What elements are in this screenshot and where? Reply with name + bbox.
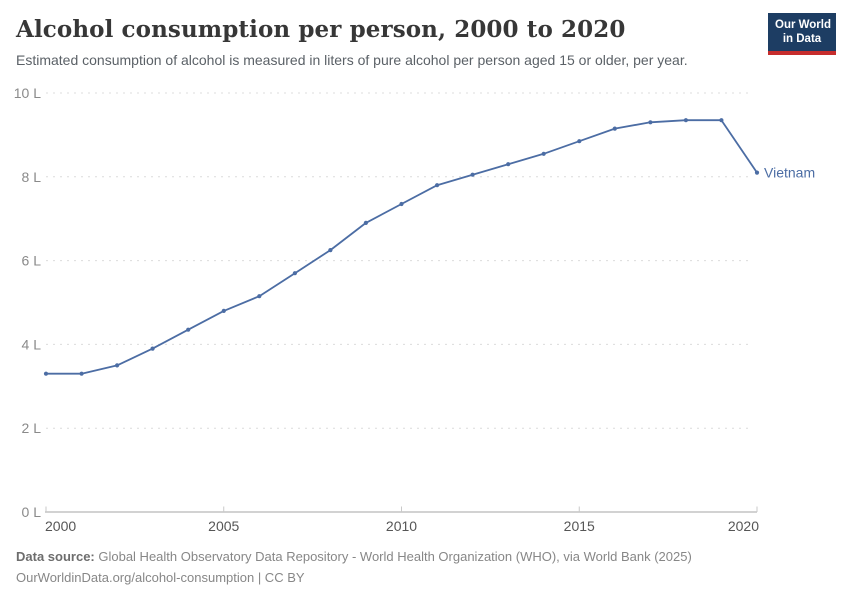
series-line-vietnam[interactable] bbox=[45, 119, 758, 375]
data-source-label: Data source: bbox=[16, 549, 95, 564]
x-axis-tick-label: 2015 bbox=[564, 518, 595, 534]
data-point-marker[interactable] bbox=[115, 363, 120, 368]
y-axis-tick-label: 4 L bbox=[22, 336, 42, 352]
data-point-marker[interactable] bbox=[683, 118, 689, 123]
data-point-marker[interactable] bbox=[257, 294, 262, 299]
data-point-marker[interactable] bbox=[577, 139, 582, 144]
owid-logo-line1: Our World bbox=[775, 19, 832, 31]
y-axis-tick-label: 0 L bbox=[22, 504, 42, 520]
x-axis-tick-label: 2010 bbox=[386, 518, 417, 534]
x-axis-tick-label: 2005 bbox=[208, 518, 239, 534]
data-point-marker[interactable] bbox=[435, 183, 440, 188]
license-line: OurWorldinData.org/alcohol-consumption |… bbox=[16, 569, 305, 585]
data-point-marker[interactable] bbox=[648, 120, 653, 125]
series-end-label-vietnam[interactable]: Vietnam bbox=[764, 165, 815, 181]
y-axis-tick-label: 8 L bbox=[22, 169, 42, 185]
data-point-marker[interactable] bbox=[79, 371, 84, 376]
data-point-marker[interactable] bbox=[506, 162, 511, 167]
data-point-marker[interactable] bbox=[541, 151, 546, 156]
data-source-line: Data source: Global Health Observatory D… bbox=[16, 547, 834, 568]
data-point-marker[interactable] bbox=[221, 308, 226, 313]
data-source-text: Global Health Observatory Data Repositor… bbox=[94, 549, 692, 564]
data-point-marker[interactable] bbox=[186, 327, 191, 332]
data-point-marker[interactable] bbox=[363, 220, 368, 225]
data-point-marker[interactable] bbox=[754, 170, 760, 175]
owid-logo[interactable]: Our World in Data bbox=[768, 13, 836, 55]
owid-logo-line2: in Data bbox=[782, 33, 822, 46]
y-axis-tick-label: 10 L bbox=[14, 85, 41, 101]
data-point-marker[interactable] bbox=[612, 126, 617, 131]
data-point-marker[interactable] bbox=[399, 201, 404, 207]
chart-subtitle: Estimated consumption of alcohol is meas… bbox=[16, 52, 688, 68]
y-axis-tick-label: 6 L bbox=[22, 253, 42, 269]
data-point-marker[interactable] bbox=[43, 371, 49, 376]
data-point-marker[interactable] bbox=[150, 346, 155, 351]
data-point-marker[interactable] bbox=[328, 248, 333, 253]
data-point-marker[interactable] bbox=[719, 118, 724, 123]
x-axis-tick-label: 2020 bbox=[728, 518, 759, 534]
chart-footer: Data source: Global Health Observatory D… bbox=[16, 547, 834, 588]
y-axis-tick-label: 2 L bbox=[22, 420, 42, 436]
data-point-marker[interactable] bbox=[470, 172, 475, 177]
data-point-marker[interactable] bbox=[292, 271, 297, 276]
chart-header: Alcohol consumption per person, 2000 to … bbox=[16, 16, 750, 68]
chart-title: Alcohol consumption per person, 2000 to … bbox=[16, 16, 626, 43]
x-axis-tick-label: 2000 bbox=[45, 518, 76, 534]
